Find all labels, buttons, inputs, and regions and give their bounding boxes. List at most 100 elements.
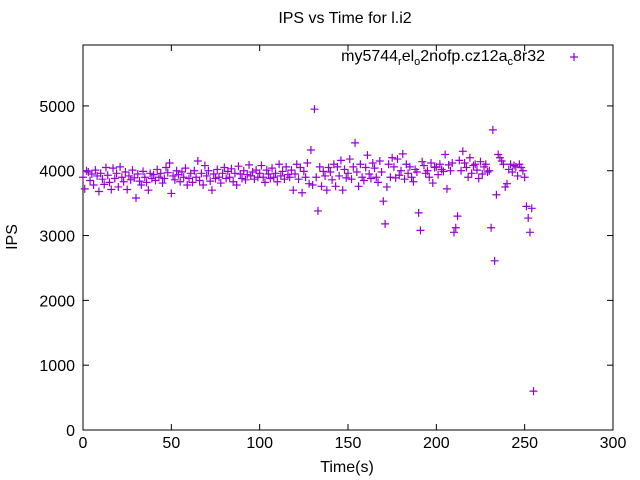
data-point: [513, 171, 522, 180]
data-point: [238, 174, 246, 183]
data-point: [84, 168, 93, 177]
data-point: [199, 181, 208, 189]
data-point: [105, 178, 114, 187]
data-point: [130, 173, 139, 182]
data-point: [467, 169, 476, 178]
data-point: [347, 175, 356, 184]
data-point: [80, 184, 89, 193]
data-point: [266, 174, 275, 183]
data-point: [218, 169, 227, 178]
data-point: [457, 166, 466, 175]
data-point: [455, 156, 464, 165]
data-point: [137, 181, 146, 189]
data-point: [407, 173, 416, 182]
x-axis: 0 50 100 150 200 250 300: [79, 45, 626, 452]
data-point: [460, 158, 469, 167]
data-point: [524, 214, 533, 223]
data-point: [435, 160, 444, 169]
data-point: [328, 175, 337, 184]
data-point: [144, 186, 153, 195]
data-point: [465, 153, 474, 162]
data-point: [450, 228, 458, 237]
data-point: [398, 149, 407, 158]
data-point: [437, 165, 446, 174]
plot-border: [82, 44, 614, 431]
data-point: [427, 158, 436, 167]
data-point: [409, 177, 418, 186]
y-axis-label: IPS: [4, 224, 21, 250]
data-point: [185, 174, 193, 183]
data-point: [298, 188, 307, 197]
data-point: [448, 158, 457, 167]
data-point: [375, 157, 384, 166]
data-point: [366, 174, 375, 183]
data-point: [98, 175, 107, 184]
data-point: [377, 168, 386, 177]
data-point: [306, 146, 315, 154]
data-point: [269, 173, 278, 182]
data-point: [259, 173, 268, 182]
data-point: [206, 177, 215, 186]
data-point: [87, 169, 96, 178]
data-point: [368, 158, 377, 167]
data-point: [344, 169, 352, 178]
data-point: [333, 162, 342, 171]
data-point: [124, 171, 133, 180]
data-point: [94, 187, 103, 196]
data-point: [414, 208, 423, 217]
data-point: [386, 173, 395, 182]
data-point: [123, 185, 132, 194]
data-point: [322, 186, 331, 195]
data-point: [110, 174, 119, 183]
data-point: [100, 180, 109, 189]
data-point: [442, 184, 451, 193]
data-point: [139, 167, 148, 176]
data-point: [345, 155, 354, 164]
data-point: [518, 166, 527, 175]
data-point: [204, 166, 213, 175]
y-tick-label: 4000: [39, 164, 75, 181]
data-point: [458, 147, 467, 156]
data-point: [464, 173, 473, 182]
data-point: [405, 162, 414, 171]
data-point: [352, 168, 361, 177]
y-tick-label: 2000: [39, 293, 75, 310]
data-point: [133, 169, 142, 178]
data-point: [310, 105, 319, 114]
data-point: [305, 179, 314, 188]
data-point: [275, 160, 284, 169]
data-point: [336, 156, 345, 165]
x-tick-label: 250: [511, 435, 538, 452]
data-point: [230, 169, 239, 178]
data-point: [317, 182, 326, 191]
data-point: [313, 206, 322, 215]
x-axis-label: Time(s): [320, 459, 374, 476]
data-point: [193, 157, 202, 166]
data-point: [529, 387, 538, 396]
data-point: [363, 151, 372, 160]
data-point: [245, 160, 254, 169]
data-point: [248, 168, 257, 177]
data-point: [527, 204, 536, 213]
data-point: [481, 160, 490, 169]
data-point: [412, 168, 421, 177]
data-point: [140, 173, 149, 182]
data-point: [476, 157, 485, 166]
data-point: [382, 182, 391, 191]
data-point: [190, 166, 199, 175]
data-point: [268, 164, 277, 173]
data-point: [299, 167, 308, 176]
data-point: [101, 163, 110, 172]
data-point: [301, 173, 310, 182]
data-point: [289, 186, 298, 195]
data-point: [158, 179, 167, 188]
data-point: [349, 162, 358, 171]
data-point: [153, 165, 162, 174]
data-point: [179, 173, 188, 182]
data-point: [335, 171, 344, 180]
data-point: [372, 173, 381, 182]
data-point: [291, 169, 299, 178]
x-tick-label: 150: [335, 435, 362, 452]
data-point: [462, 163, 471, 172]
